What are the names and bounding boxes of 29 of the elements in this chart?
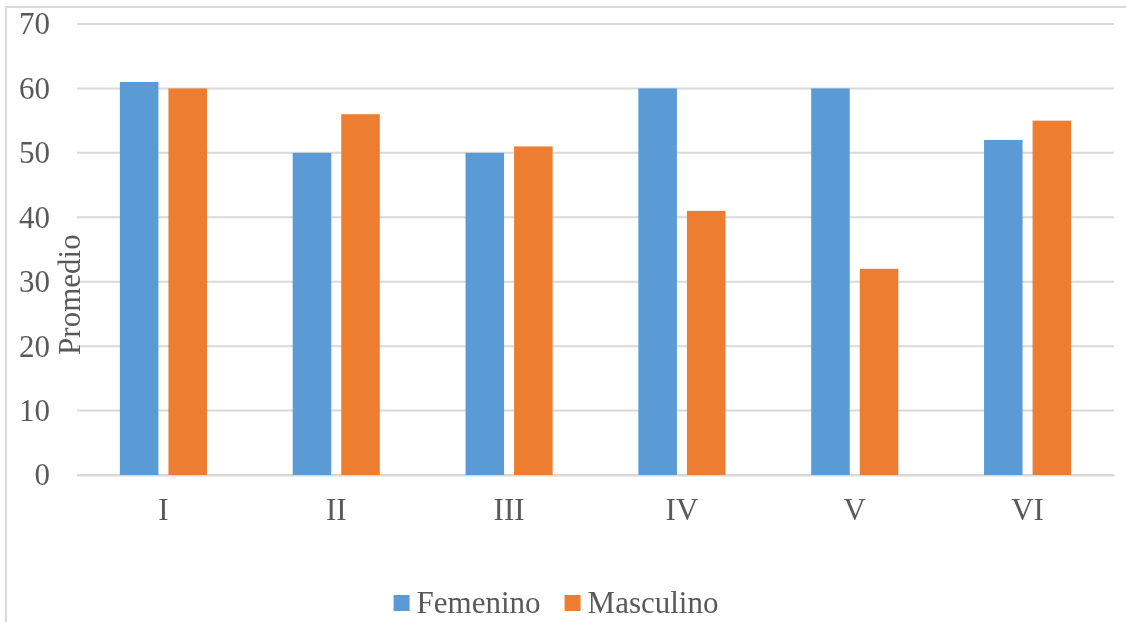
bar (859, 268, 899, 475)
bar (811, 88, 850, 475)
y-tick-label: 10 (19, 392, 50, 428)
y-axis-title: Promedio (52, 234, 87, 355)
y-tick-label: 50 (19, 135, 50, 171)
bar (292, 152, 332, 475)
bar (984, 139, 1023, 475)
bar (686, 210, 726, 475)
bar (1032, 120, 1072, 475)
bar (119, 81, 159, 475)
bar (638, 88, 677, 475)
bar (465, 152, 505, 475)
bar (341, 114, 380, 475)
x-tick-label: II (325, 492, 347, 528)
legend-label: Femenino (416, 585, 541, 620)
y-tick-label: 20 (19, 328, 50, 364)
legend-label: Masculino (587, 585, 719, 620)
y-tick-label: 30 (19, 264, 50, 300)
x-tick-label: I (158, 492, 169, 528)
y-tick-label: 60 (19, 70, 50, 106)
y-tick-label: 40 (19, 199, 50, 235)
y-tick-label: 0 (34, 457, 50, 493)
y-tick-label: 70 (19, 6, 50, 42)
x-tick-label: VI (1011, 492, 1044, 528)
bar (168, 88, 207, 475)
bar (514, 146, 553, 475)
x-tick-label: IV (665, 492, 699, 528)
x-tick-label: III (493, 492, 525, 528)
x-tick-label: V (843, 492, 867, 528)
